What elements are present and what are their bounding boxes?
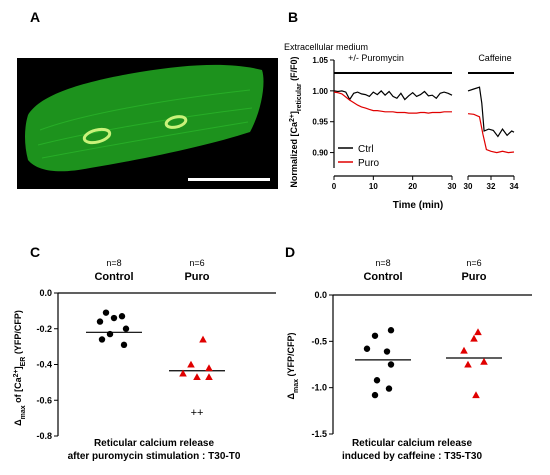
series-puro-line-segment1 — [333, 91, 452, 114]
group-control-n-label: n=8 — [106, 258, 121, 268]
panel-a-label: A — [30, 9, 40, 25]
y-tick-label: -0.6 — [36, 395, 52, 405]
caption-line-2: induced by caffeine : T35-T30 — [342, 451, 482, 462]
data-point-puro — [464, 360, 472, 368]
data-point-control — [110, 314, 118, 322]
nucleus — [164, 115, 188, 129]
data-point-control — [118, 313, 126, 320]
x-axis-title: Time (min) — [393, 200, 443, 211]
x-tick-label: 32 — [487, 182, 496, 191]
y-tick-label: 0.0 — [39, 288, 52, 298]
data-point-puro — [470, 334, 478, 342]
x-tick-label: 10 — [369, 182, 378, 191]
data-point-control — [102, 309, 110, 316]
data-point-control — [371, 332, 379, 339]
data-point-control — [98, 336, 106, 343]
significance-marker: ++ — [191, 407, 204, 419]
group-control-n-label: n=8 — [375, 258, 390, 268]
x-tick-label: 30 — [464, 182, 473, 191]
x-tick-label: 0 — [332, 182, 337, 191]
caption-line-2: after puromycin stimulation : T30-T0 — [68, 451, 241, 462]
x-tick-label: 34 — [510, 182, 519, 191]
annotation-caffeine: Caffeine — [478, 53, 511, 63]
data-point-puro — [205, 364, 213, 372]
group-puro-label: Puro — [461, 271, 486, 283]
y-tick-label: -1.5 — [311, 429, 327, 439]
data-point-puro — [205, 373, 213, 381]
data-point-puro — [472, 391, 480, 399]
y-tick-label: -0.8 — [36, 431, 52, 441]
data-point-control — [385, 385, 393, 392]
cell-striation — [41, 121, 249, 159]
data-point-puro — [193, 373, 201, 381]
data-point-puro — [474, 328, 482, 336]
annotation-extracellular: Extracellular medium — [284, 42, 368, 52]
y-tick-label: -0.2 — [36, 324, 52, 334]
data-point-puro — [460, 346, 468, 354]
y-axis-title: Δmax (YFP/CFP) — [286, 333, 300, 400]
data-point-puro — [199, 335, 207, 343]
data-point-control — [383, 348, 391, 355]
series-puro-line-segment2 — [467, 113, 515, 154]
nucleus — [82, 127, 112, 145]
y-tick-label: 0.95 — [312, 118, 328, 127]
data-point-control — [106, 330, 114, 338]
y-tick-label: -0.4 — [36, 360, 52, 370]
cardiomyocyte-cell — [25, 64, 264, 172]
group-control-label: Control — [94, 271, 133, 283]
y-tick-label: -1.0 — [311, 383, 327, 393]
y-tick-label: 1.00 — [312, 87, 328, 96]
panel-d-scatter-chart: Δmax (YFP/CFP) Reticular calcium release… — [286, 258, 532, 462]
y-tick-label: 0.0 — [314, 290, 327, 300]
group-puro-label: Puro — [184, 271, 209, 283]
panel-c-label: C — [30, 244, 40, 260]
data-point-puro — [179, 369, 187, 377]
data-point-control — [387, 361, 395, 368]
panel-a-micrograph — [17, 58, 278, 189]
series-ctrl-line-segment1 — [333, 90, 453, 101]
legend-ctrl-label: Ctrl — [358, 144, 374, 155]
data-point-puro — [480, 357, 488, 365]
data-point-control — [371, 391, 379, 399]
caption-line-1: Reticular calcium release — [94, 438, 215, 449]
legend-puro-label: Puro — [358, 158, 380, 169]
panel-d-label: D — [285, 244, 295, 260]
x-tick-label: 30 — [448, 182, 457, 191]
group-puro-n-label: n=6 — [189, 258, 204, 268]
data-point-puro — [187, 360, 195, 368]
annotation-puromycin: +/- Puromycin — [348, 53, 404, 63]
data-point-control — [96, 318, 104, 325]
panel-b-line-chart: Extracellular medium +/- Puromycin Caffe… — [284, 42, 519, 211]
data-point-control — [122, 325, 130, 332]
x-tick-label: 20 — [408, 182, 417, 191]
y-axis-title: Δmax of [Ca2+]ER (YFP/CFP) — [13, 310, 27, 426]
y-axis-title: Normalized [Ca2+]reticular (F/F0) — [289, 56, 303, 187]
legend: Ctrl Puro — [338, 144, 380, 169]
y-tick-label: 1.05 — [312, 56, 328, 65]
panel-b-label: B — [288, 9, 298, 25]
data-point-control — [120, 341, 128, 349]
series-ctrl-line-segment2 — [467, 86, 515, 138]
group-puro-n-label: n=6 — [466, 258, 481, 268]
data-point-control — [373, 377, 381, 384]
y-tick-label: 0.90 — [312, 149, 328, 158]
panel-c-scatter-chart: Δmax of [Ca2+]ER (YFP/CFP) Reticular cal… — [13, 258, 276, 462]
y-tick-label: -0.5 — [311, 336, 327, 346]
cell-striation — [39, 89, 251, 131]
data-point-control — [363, 345, 371, 352]
scale-bar — [188, 178, 270, 181]
group-control-label: Control — [363, 271, 402, 283]
caption-line-1: Reticular calcium release — [352, 438, 473, 449]
data-point-control — [387, 327, 395, 334]
cell-striation — [37, 107, 253, 146]
